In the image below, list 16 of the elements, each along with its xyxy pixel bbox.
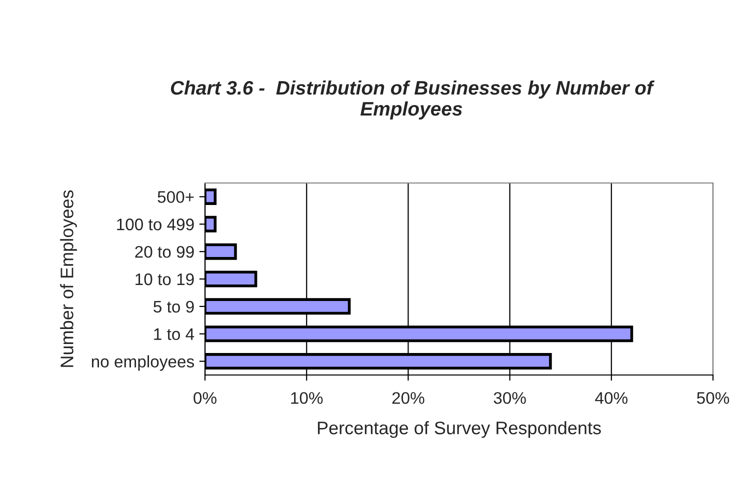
x-tick-label: 40%	[595, 392, 628, 404]
y-tick-label: 20 to 99	[135, 246, 194, 258]
y-tick-label: no employees	[92, 355, 194, 371]
y-tick-label: 100 to 499	[117, 218, 194, 230]
y-tick-label: 5 to 9	[154, 300, 194, 313]
y-axis-title: Number of Employees	[60, 190, 77, 367]
y-tick-label: 1 to 4	[154, 328, 194, 340]
x-tick-label: 30%	[494, 392, 526, 404]
x-tick-label: 20%	[392, 392, 424, 404]
y-tick-label: 10 to 19	[136, 273, 194, 286]
x-tick-label: 50%	[696, 392, 730, 404]
y-tick-label: 500+	[158, 191, 194, 203]
x-tick-label: 10%	[291, 392, 323, 404]
chart-title: Chart 3.6 - Distribution of Businesses by Number of Employees	[170, 80, 655, 120]
x-tick-label: 0%	[194, 392, 216, 404]
x-axis-title: Percentage of Survey Respondents	[318, 421, 601, 438]
